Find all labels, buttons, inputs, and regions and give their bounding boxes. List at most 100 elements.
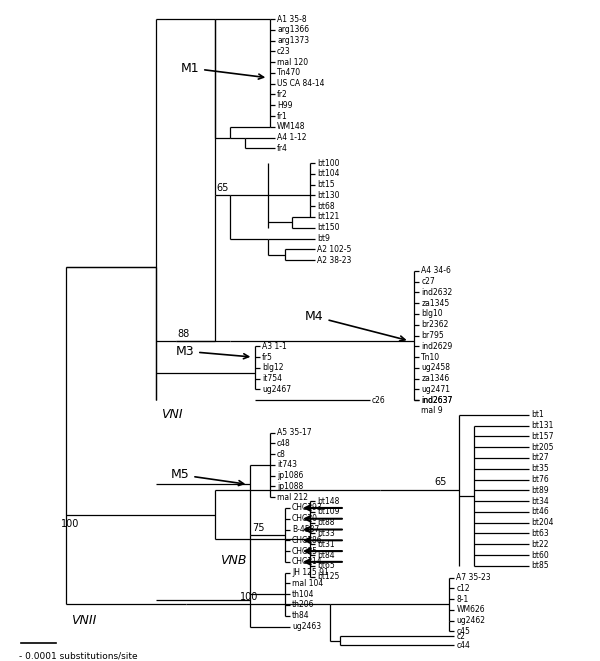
Text: B-4587: B-4587 xyxy=(292,525,319,534)
Text: bt130: bt130 xyxy=(317,191,340,200)
Text: H99: H99 xyxy=(277,100,293,110)
Text: ind2632: ind2632 xyxy=(421,288,452,297)
Text: bt84: bt84 xyxy=(317,551,335,559)
Text: A1 35-8: A1 35-8 xyxy=(277,15,307,24)
Text: mal 9: mal 9 xyxy=(421,407,443,416)
Text: c12: c12 xyxy=(456,584,470,593)
Text: c26: c26 xyxy=(371,396,385,405)
Text: ug2458: ug2458 xyxy=(421,364,451,372)
Text: CHC193: CHC193 xyxy=(292,504,323,512)
Text: ind2637: ind2637 xyxy=(421,396,453,405)
Text: 88: 88 xyxy=(178,329,190,339)
Text: c27: c27 xyxy=(421,277,435,286)
Text: M4: M4 xyxy=(305,310,405,341)
Text: blg10: blg10 xyxy=(421,309,443,319)
Text: bt100: bt100 xyxy=(317,159,340,168)
Text: bt89: bt89 xyxy=(531,486,548,495)
Text: bt15: bt15 xyxy=(317,180,335,189)
Text: bt34: bt34 xyxy=(531,496,548,506)
Text: bt22: bt22 xyxy=(531,540,548,549)
Text: th206: th206 xyxy=(292,600,314,609)
Text: c48: c48 xyxy=(277,439,291,447)
Text: 65: 65 xyxy=(434,477,447,487)
Text: c2: c2 xyxy=(456,632,465,641)
Text: 100: 100 xyxy=(61,520,79,529)
Text: A2 102-5: A2 102-5 xyxy=(317,245,351,254)
Text: mal 120: mal 120 xyxy=(277,58,308,67)
Text: CHC95: CHC95 xyxy=(292,547,318,556)
Text: WM148: WM148 xyxy=(277,122,305,132)
Text: bt68: bt68 xyxy=(317,202,335,211)
Text: A4 1-12: A4 1-12 xyxy=(277,133,307,142)
Text: c8: c8 xyxy=(277,449,286,459)
Text: bt1: bt1 xyxy=(531,410,544,419)
Text: mal 212: mal 212 xyxy=(277,492,308,502)
Text: za1345: za1345 xyxy=(421,299,449,307)
Text: Tn470: Tn470 xyxy=(277,69,301,77)
Text: bt121: bt121 xyxy=(317,212,339,221)
Text: VNB: VNB xyxy=(220,553,247,566)
Text: bt65: bt65 xyxy=(317,561,335,570)
Text: ind2637: ind2637 xyxy=(421,396,453,405)
Text: jp1088: jp1088 xyxy=(277,482,304,491)
Text: it754: it754 xyxy=(262,374,282,383)
Text: CHC186: CHC186 xyxy=(292,536,323,545)
Text: 75: 75 xyxy=(252,523,265,533)
Text: 65: 65 xyxy=(216,184,229,194)
Text: ug2467: ug2467 xyxy=(262,385,292,394)
Text: it743: it743 xyxy=(277,460,297,469)
Text: za1346: za1346 xyxy=(421,374,449,383)
Text: bt148: bt148 xyxy=(317,496,339,506)
Text: arg1366: arg1366 xyxy=(277,25,309,34)
Text: VNI: VNI xyxy=(161,408,182,421)
Text: bt31: bt31 xyxy=(317,540,335,549)
Text: JH 125 91: JH 125 91 xyxy=(292,568,329,577)
Text: ug2471: ug2471 xyxy=(421,385,451,394)
Text: c23: c23 xyxy=(277,47,291,56)
Text: arg1373: arg1373 xyxy=(277,36,309,45)
Text: A7 35-23: A7 35-23 xyxy=(456,573,491,582)
Text: c44: c44 xyxy=(456,641,470,650)
Text: c45: c45 xyxy=(456,627,470,636)
Text: bt204: bt204 xyxy=(531,518,553,527)
Text: th104: th104 xyxy=(292,590,314,599)
Text: WM626: WM626 xyxy=(456,605,485,614)
Text: mal 104: mal 104 xyxy=(292,579,323,588)
Text: A4 34-6: A4 34-6 xyxy=(421,266,451,276)
Text: US CA 84-14: US CA 84-14 xyxy=(277,79,325,88)
Text: bt131: bt131 xyxy=(531,421,553,430)
Text: ug2462: ug2462 xyxy=(456,616,485,625)
Text: br795: br795 xyxy=(421,331,444,340)
Text: bt85: bt85 xyxy=(531,561,548,570)
Text: jp1086: jp1086 xyxy=(277,471,304,480)
Text: bt205: bt205 xyxy=(531,443,553,451)
Text: bt63: bt63 xyxy=(531,529,548,538)
Text: M1: M1 xyxy=(181,61,263,79)
Text: - 0.0001 substitutions/site: - 0.0001 substitutions/site xyxy=(19,651,138,660)
Text: bt33: bt33 xyxy=(317,529,335,538)
Text: M3: M3 xyxy=(176,344,248,359)
Text: fr5: fr5 xyxy=(262,352,273,362)
Text: bt88: bt88 xyxy=(317,518,334,527)
Text: bt104: bt104 xyxy=(317,169,340,178)
Text: CHC114: CHC114 xyxy=(292,557,323,566)
Text: th84: th84 xyxy=(292,611,310,620)
Text: A2 38-23: A2 38-23 xyxy=(317,256,351,264)
Text: Tn10: Tn10 xyxy=(421,352,440,362)
Text: 100: 100 xyxy=(240,592,259,602)
Text: bt60: bt60 xyxy=(531,551,548,559)
Text: bt109: bt109 xyxy=(317,508,340,516)
Text: VNII: VNII xyxy=(71,614,97,627)
Text: ug2463: ug2463 xyxy=(292,622,321,631)
Text: CHC30: CHC30 xyxy=(292,514,318,524)
Text: br2362: br2362 xyxy=(421,320,449,329)
Text: ind2629: ind2629 xyxy=(421,342,452,351)
Text: bt35: bt35 xyxy=(531,464,548,473)
Text: 8-1: 8-1 xyxy=(456,595,469,603)
Text: bt46: bt46 xyxy=(531,508,548,516)
Text: bt150: bt150 xyxy=(317,223,340,232)
Text: fr4: fr4 xyxy=(277,144,288,153)
Text: blg12: blg12 xyxy=(262,364,284,372)
Text: A3 1-1: A3 1-1 xyxy=(262,342,287,351)
Text: bt76: bt76 xyxy=(531,475,548,484)
